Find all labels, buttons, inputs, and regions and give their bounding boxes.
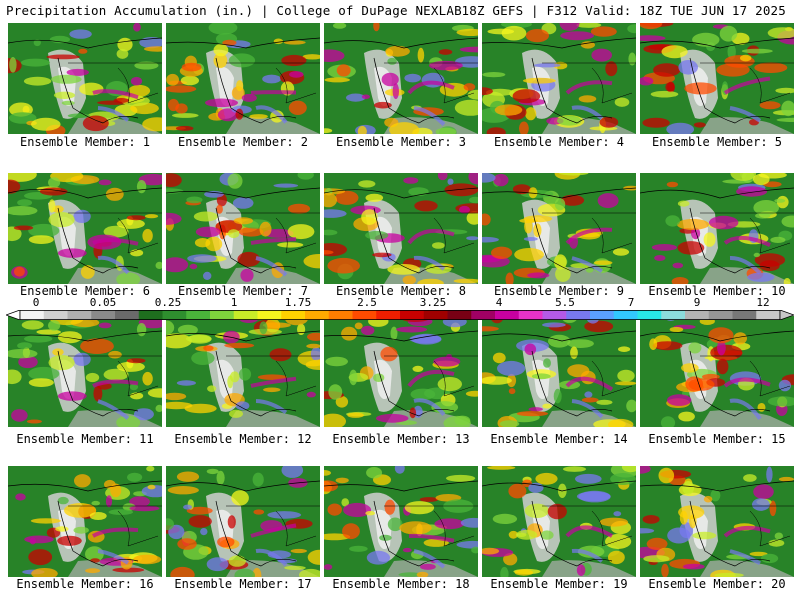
ensemble-member-map	[324, 23, 478, 134]
ensemble-member-label: Ensemble Member: 5	[651, 135, 783, 149]
ensemble-member-map	[640, 466, 794, 577]
ensemble-member-label: Ensemble Member: 8	[335, 284, 467, 298]
ensemble-member-map	[8, 173, 162, 284]
ensemble-member-map	[640, 173, 794, 284]
ensemble-member-map	[640, 316, 794, 427]
ensemble-member-map	[640, 23, 794, 134]
ensemble-member-map	[8, 316, 162, 427]
colorbar-tick-label: 4	[495, 296, 503, 309]
ensemble-member-label: Ensemble Member: 10	[648, 284, 786, 298]
colorbar-tick-label: 0.25	[154, 296, 182, 309]
ensemble-member-label: Ensemble Member: 18	[332, 577, 470, 591]
model-valid-time: 18Z GEFS | F312 Valid: 18Z TUE JUN 17 20…	[461, 3, 786, 18]
ensemble-member-label: Ensemble Member: 11	[16, 432, 154, 446]
colorbar-tick-label: 9	[693, 296, 701, 309]
ensemble-member-label: Ensemble Member: 9	[493, 284, 625, 298]
ensemble-member-label: Ensemble Member: 16	[16, 577, 154, 591]
ensemble-member-label: Ensemble Member: 15	[648, 432, 786, 446]
ensemble-member-label: Ensemble Member: 19	[490, 577, 628, 591]
colorbar-tick-label: 7	[627, 296, 635, 309]
ensemble-member-label: Ensemble Member: 7	[177, 284, 309, 298]
colorbar-tick-label: 2.5	[357, 296, 377, 309]
colorbar-tick-label: 0.05	[89, 296, 117, 309]
ensemble-member-label: Ensemble Member: 1	[19, 135, 151, 149]
map-title: Precipitation Accumulation (in.) | Colle…	[6, 3, 462, 18]
ensemble-member-label: Ensemble Member: 3	[335, 135, 467, 149]
colorbar-tick-label: 5.5	[555, 296, 575, 309]
ensemble-member-label: Ensemble Member: 20	[648, 577, 786, 591]
ensemble-member-map	[324, 466, 478, 577]
ensemble-member-map	[324, 173, 478, 284]
ensemble-member-map	[166, 173, 320, 284]
ensemble-member-label: Ensemble Member: 14	[490, 432, 628, 446]
ensemble-member-label: Ensemble Member: 12	[174, 432, 312, 446]
ensemble-member-map	[482, 316, 636, 427]
ensemble-member-map	[166, 466, 320, 577]
colorbar-tick-label: 1.75	[284, 296, 312, 309]
ensemble-member-label: Ensemble Member: 6	[19, 284, 151, 298]
colorbar-tick-label: 3.25	[419, 296, 447, 309]
ensemble-member-map	[482, 466, 636, 577]
colorbar-tick-label: 0	[32, 296, 40, 309]
ensemble-member-map	[482, 173, 636, 284]
precipitation-colorbar	[6, 310, 794, 320]
ensemble-member-label: Ensemble Member: 17	[174, 577, 312, 591]
ensemble-member-map	[166, 316, 320, 427]
ensemble-member-map	[166, 23, 320, 134]
ensemble-member-label: Ensemble Member: 13	[332, 432, 470, 446]
colorbar-tick-label: 1	[230, 296, 238, 309]
ensemble-member-label: Ensemble Member: 4	[493, 135, 625, 149]
ensemble-member-label: Ensemble Member: 2	[177, 135, 309, 149]
ensemble-member-map	[8, 466, 162, 577]
ensemble-member-map	[8, 23, 162, 134]
ensemble-member-map	[482, 23, 636, 134]
ensemble-member-map	[324, 316, 478, 427]
colorbar-tick-label: 12	[756, 296, 770, 309]
